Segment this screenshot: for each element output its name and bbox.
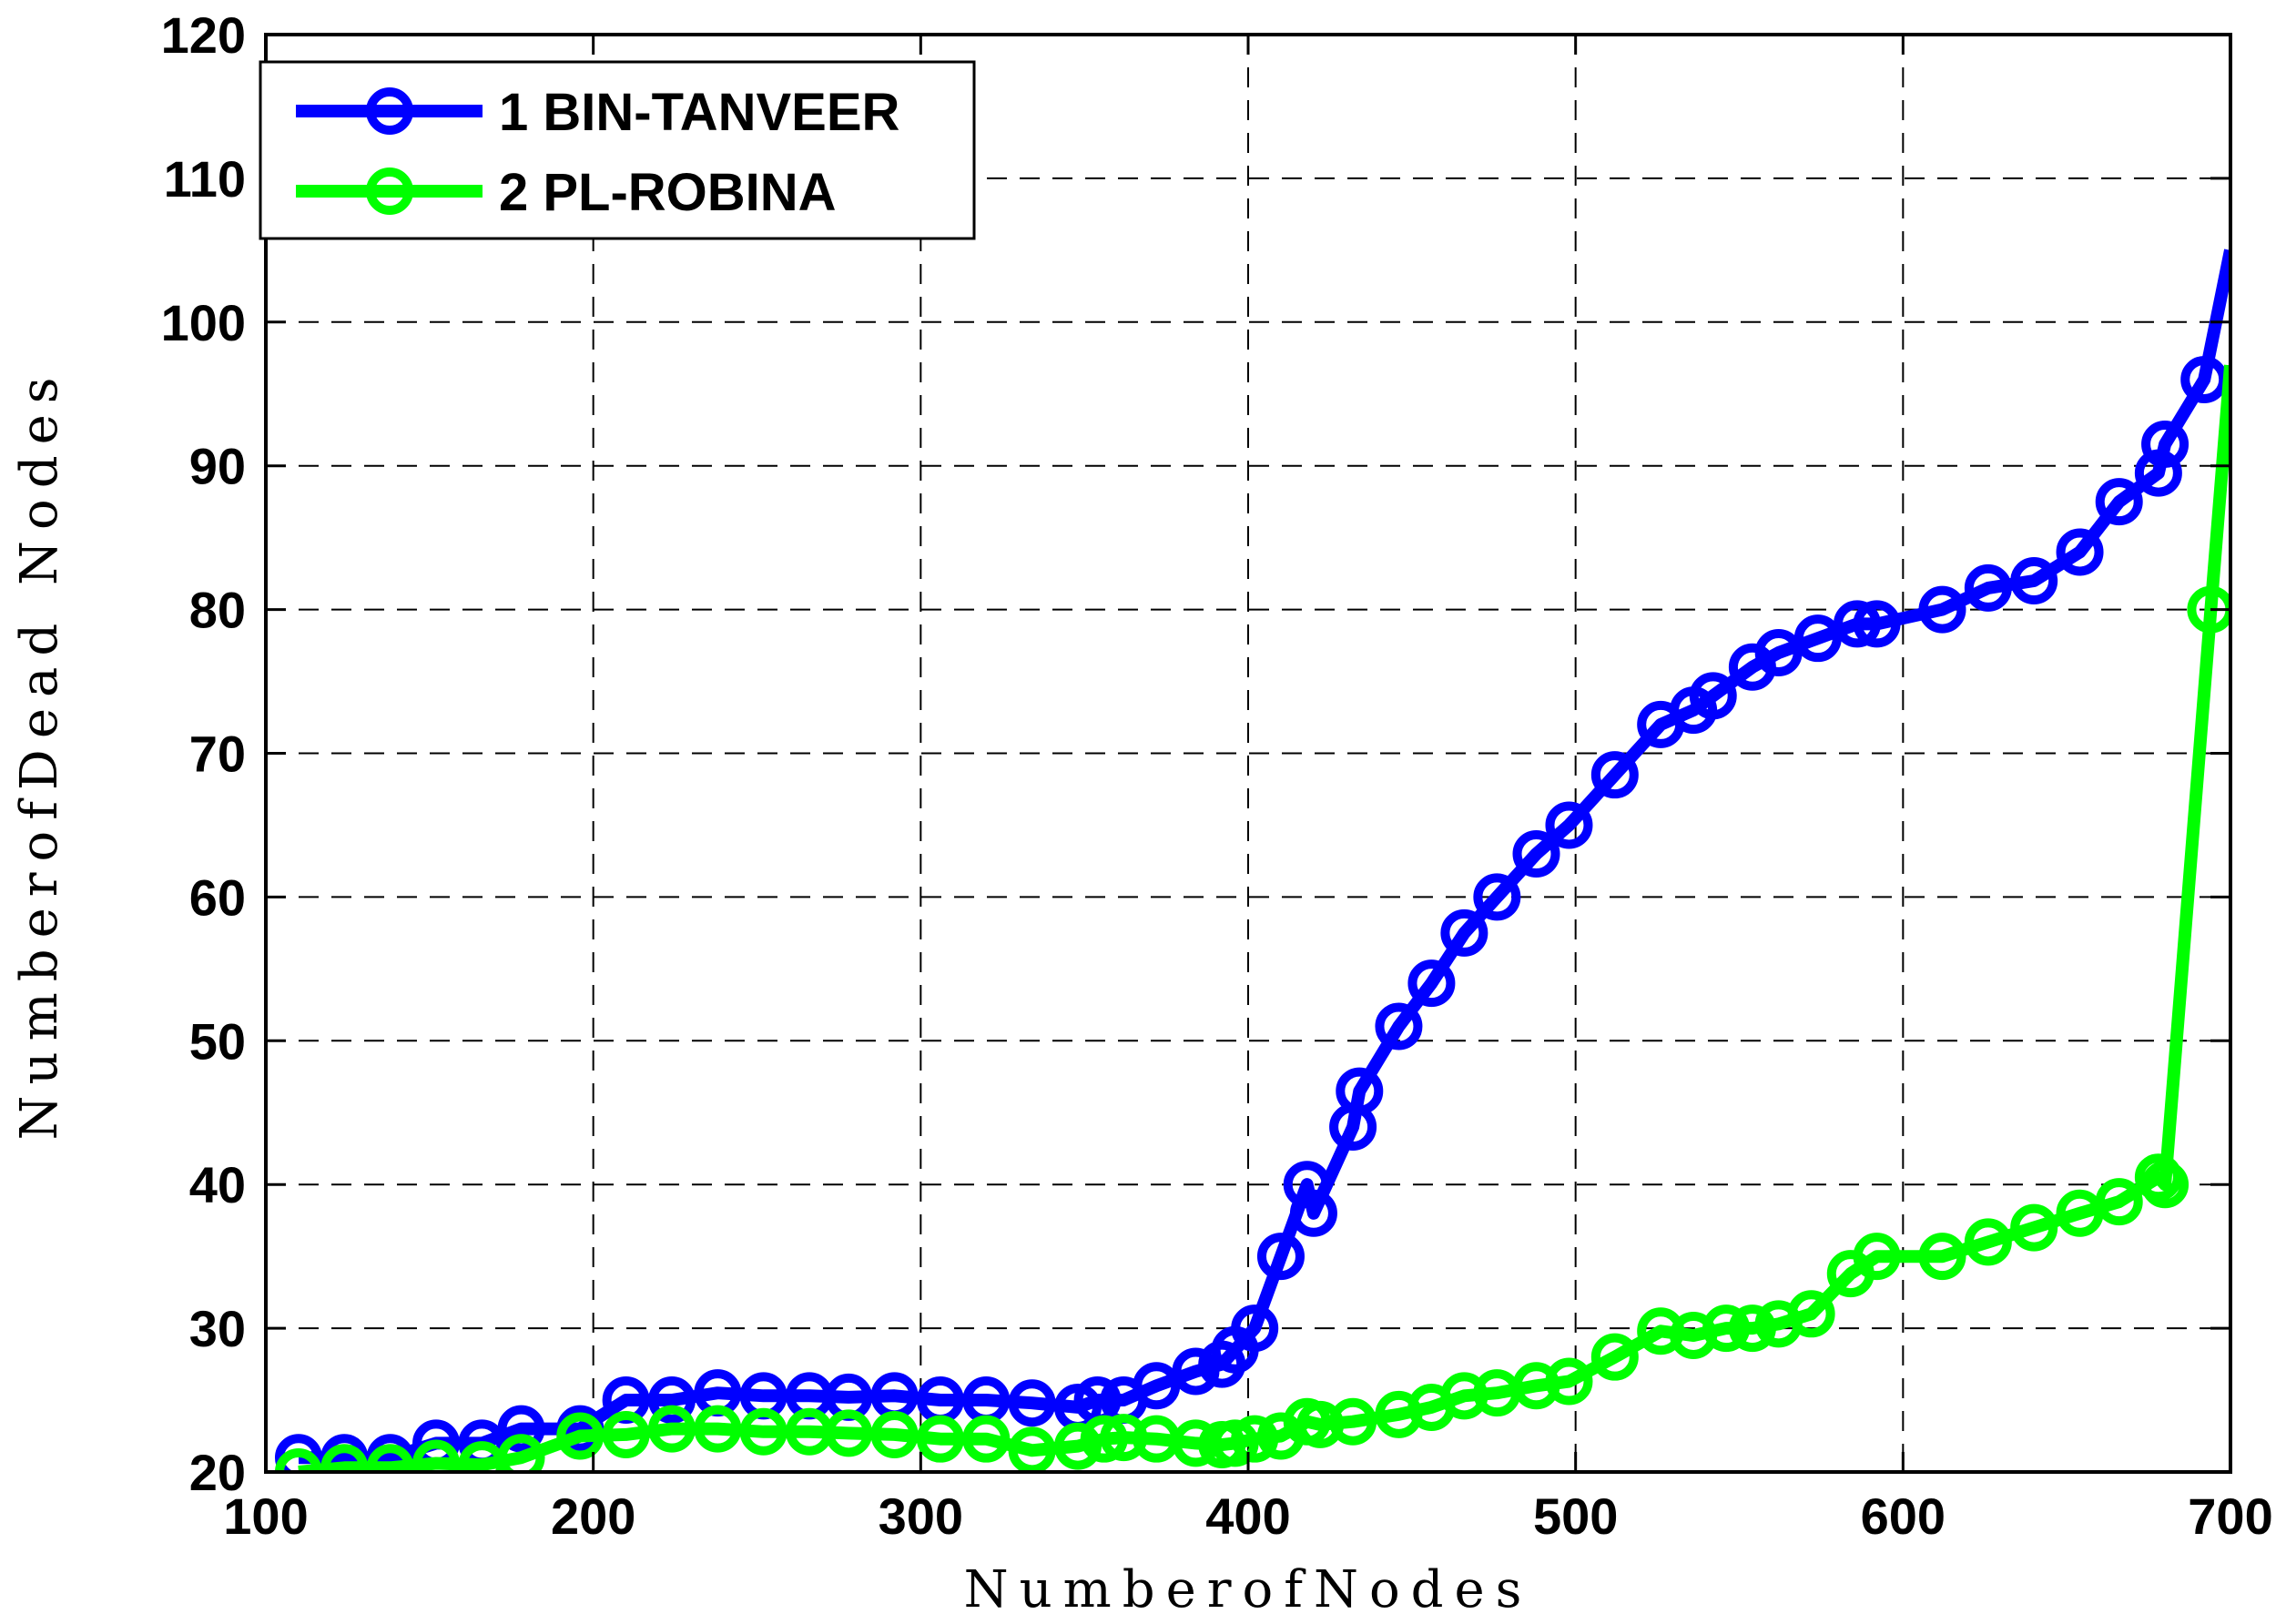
x-tick-label: 600 [1861,1487,1946,1545]
y-tick-label: 20 [189,1444,246,1501]
x-tick-label: 200 [551,1487,635,1545]
legend: 1 BIN-TANVEER 2 PL-ROBINA [260,62,974,239]
x-axis-label: NumberofNodes [964,1560,1533,1619]
y-tick-label: 70 [189,726,246,783]
x-tick-label: 400 [1205,1487,1290,1545]
y-axis-label: NumberofDead Nodes [10,367,69,1141]
y-tick-label: 40 [189,1156,246,1213]
y-tick-label: 120 [161,6,246,64]
legend-label-bin-tanveer: 1 BIN-TANVEER [499,83,899,142]
x-tick-label: 500 [1533,1487,1618,1545]
y-tick-label: 60 [189,868,246,926]
y-tick-label: 30 [189,1300,246,1357]
legend-label-pl-robina: 2 PL-ROBINA [499,163,837,222]
y-tick-label: 50 [189,1012,246,1070]
y-tick-label: 110 [164,150,246,208]
y-tick-label: 80 [189,582,246,639]
x-tick-label: 300 [879,1487,963,1545]
x-tick-label: 700 [2188,1487,2272,1545]
y-tick-label: 90 [189,438,246,495]
y-tick-label: 100 [161,294,246,351]
